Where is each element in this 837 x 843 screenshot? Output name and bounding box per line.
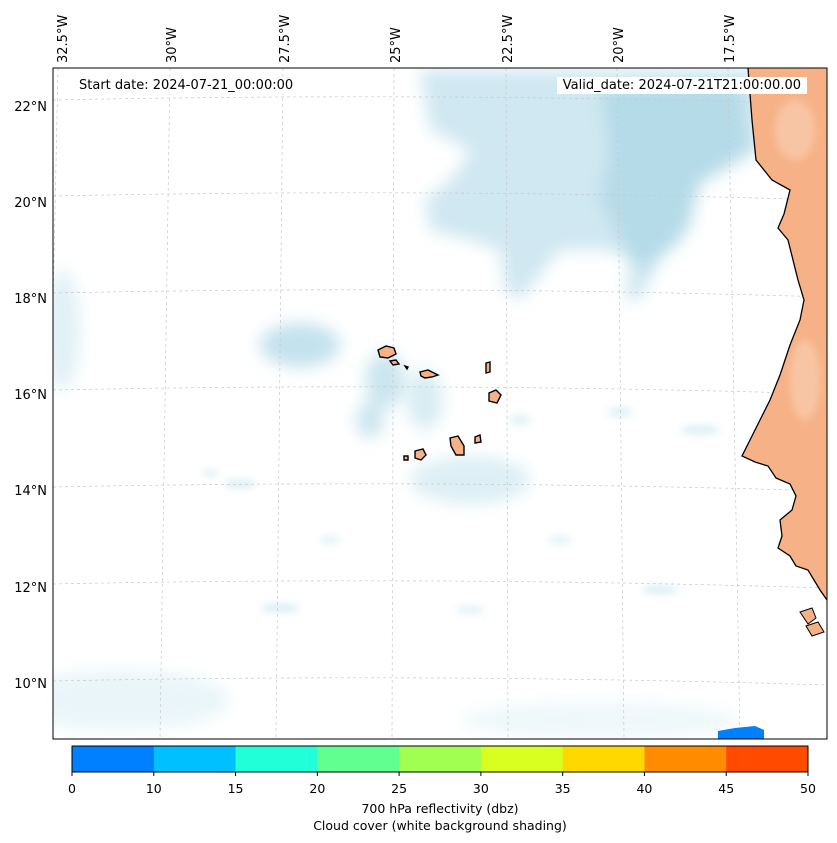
colorbar-segment — [235, 746, 318, 772]
map-gridlines — [53, 68, 827, 739]
cloud-streak — [320, 537, 340, 543]
cloud-streak — [548, 537, 572, 543]
lon-label: 22.5°W — [501, 15, 516, 63]
island-santa-luzia — [403, 364, 409, 371]
meridian-17-5w — [727, 68, 741, 739]
reflectivity-cell — [718, 726, 764, 739]
cloud-streak — [456, 607, 484, 613]
island-santiago — [449, 435, 465, 456]
island-maio — [474, 434, 482, 444]
parallel-12n — [53, 580, 827, 589]
colorbar-tick-label: 25 — [391, 781, 408, 796]
lon-label: 32.5°W — [56, 15, 71, 63]
african-coast — [741, 68, 827, 637]
colorbar-tick-label: 30 — [472, 781, 489, 796]
land-africa — [742, 68, 827, 600]
cloud-streak — [510, 416, 530, 424]
island-santo-antao — [377, 345, 397, 359]
colorbar-segment — [480, 746, 564, 772]
cloud-streak — [202, 470, 218, 476]
island-brava — [403, 455, 409, 461]
island-sao-nicolau — [419, 369, 440, 379]
parallel-22n — [53, 96, 827, 105]
meridian-30w — [159, 68, 171, 739]
start-date-label: Start date: 2024-07-21_00:00:00 — [73, 77, 300, 94]
cloud-patch-islands-3 — [407, 370, 443, 430]
lon-label: 30°W — [165, 27, 180, 63]
land-texture — [790, 340, 820, 420]
parallel-10n — [53, 677, 827, 686]
colorbar-tick-marks — [71, 772, 809, 776]
meridian-25w — [391, 68, 395, 739]
lat-label: 14°N — [14, 484, 47, 499]
colorbar-segments — [72, 746, 809, 772]
island-fogo — [414, 448, 427, 461]
cape-verde-islands — [377, 345, 502, 461]
lat-label: 18°N — [14, 292, 47, 307]
cloud-patch-west — [260, 323, 340, 367]
colorbar-tick-label: 15 — [227, 781, 244, 796]
cloud-band-core — [600, 80, 750, 270]
meridian-20w — [616, 68, 625, 739]
meridian-22-5w — [505, 68, 509, 739]
colorbar-segment — [562, 746, 645, 772]
cloud-patch-islands-2 — [356, 402, 384, 438]
longitude-labels: 32.5°W 30°W 27.5°W 25°W 22.5°W 20°W 17.5… — [56, 15, 738, 63]
colorbar-tick-label: 0 — [68, 781, 76, 796]
colorbar-segment — [644, 746, 727, 772]
valid-date-label: Valid_date: 2024-07-21T21:00:00.00 — [556, 77, 807, 94]
lon-label: 20°W — [612, 27, 627, 63]
colorbar-segment — [153, 746, 237, 772]
cloud-cover-shading — [53, 70, 760, 738]
cloud-patch-southwest — [53, 670, 230, 730]
lat-label: 20°N — [14, 196, 47, 211]
colorbar-frame — [71, 745, 809, 773]
colorbar-sublabel: Cloud cover (white background shading) — [313, 818, 567, 833]
lat-label: 12°N — [14, 581, 47, 596]
colorbar-segment — [726, 746, 809, 772]
cloud-streak — [608, 408, 632, 416]
cloud-patch-south — [410, 456, 530, 504]
lat-label: 10°N — [14, 677, 47, 692]
parallel-16n — [53, 386, 827, 395]
colorbar-tick-label: 35 — [554, 781, 571, 796]
land-texture — [775, 100, 815, 160]
lon-label: 17.5°W — [723, 15, 738, 63]
colorbar-segment — [72, 746, 155, 772]
cloud-streak — [260, 604, 300, 612]
parallel-14n — [53, 483, 827, 492]
cloud-streak — [642, 586, 678, 594]
colorbar-tick-label: 10 — [145, 781, 162, 796]
cloud-streak — [680, 426, 720, 434]
cloud-patch-far-west — [53, 270, 80, 390]
colorbar-segment — [317, 746, 400, 772]
colorbar-segment — [399, 746, 482, 772]
meridian-27-5w — [275, 68, 284, 739]
parallel-20n — [53, 192, 827, 201]
island-sao-vicente — [388, 359, 401, 366]
parallel-18n — [53, 289, 827, 298]
coastline-africa — [741, 68, 827, 601]
cloud-patch-islands-1 — [365, 352, 405, 408]
colorbar-tick-label: 20 — [309, 781, 326, 796]
island-boa-vista — [488, 389, 502, 404]
island-sal — [485, 361, 491, 374]
colorbar-tick-label: 40 — [636, 781, 653, 796]
colorbar-label: 700 hPa reflectivity (dbz) — [361, 801, 519, 816]
coastline-islands-guinea — [799, 607, 825, 637]
colorbar-tick-label: 45 — [718, 781, 735, 796]
lat-label: 16°N — [14, 388, 47, 403]
lon-label: 27.5°W — [278, 15, 293, 63]
cloud-patch-south-2 — [460, 702, 740, 738]
map-frame — [52, 67, 828, 740]
lat-label: 22°N — [14, 100, 47, 115]
colorbar-tick-label: 50 — [800, 781, 816, 796]
lon-label: 25°W — [389, 27, 404, 63]
colorbar — [71, 745, 809, 776]
latitude-labels: 22°N 20°N 18°N 16°N 14°N 12°N 10°N — [14, 100, 47, 692]
